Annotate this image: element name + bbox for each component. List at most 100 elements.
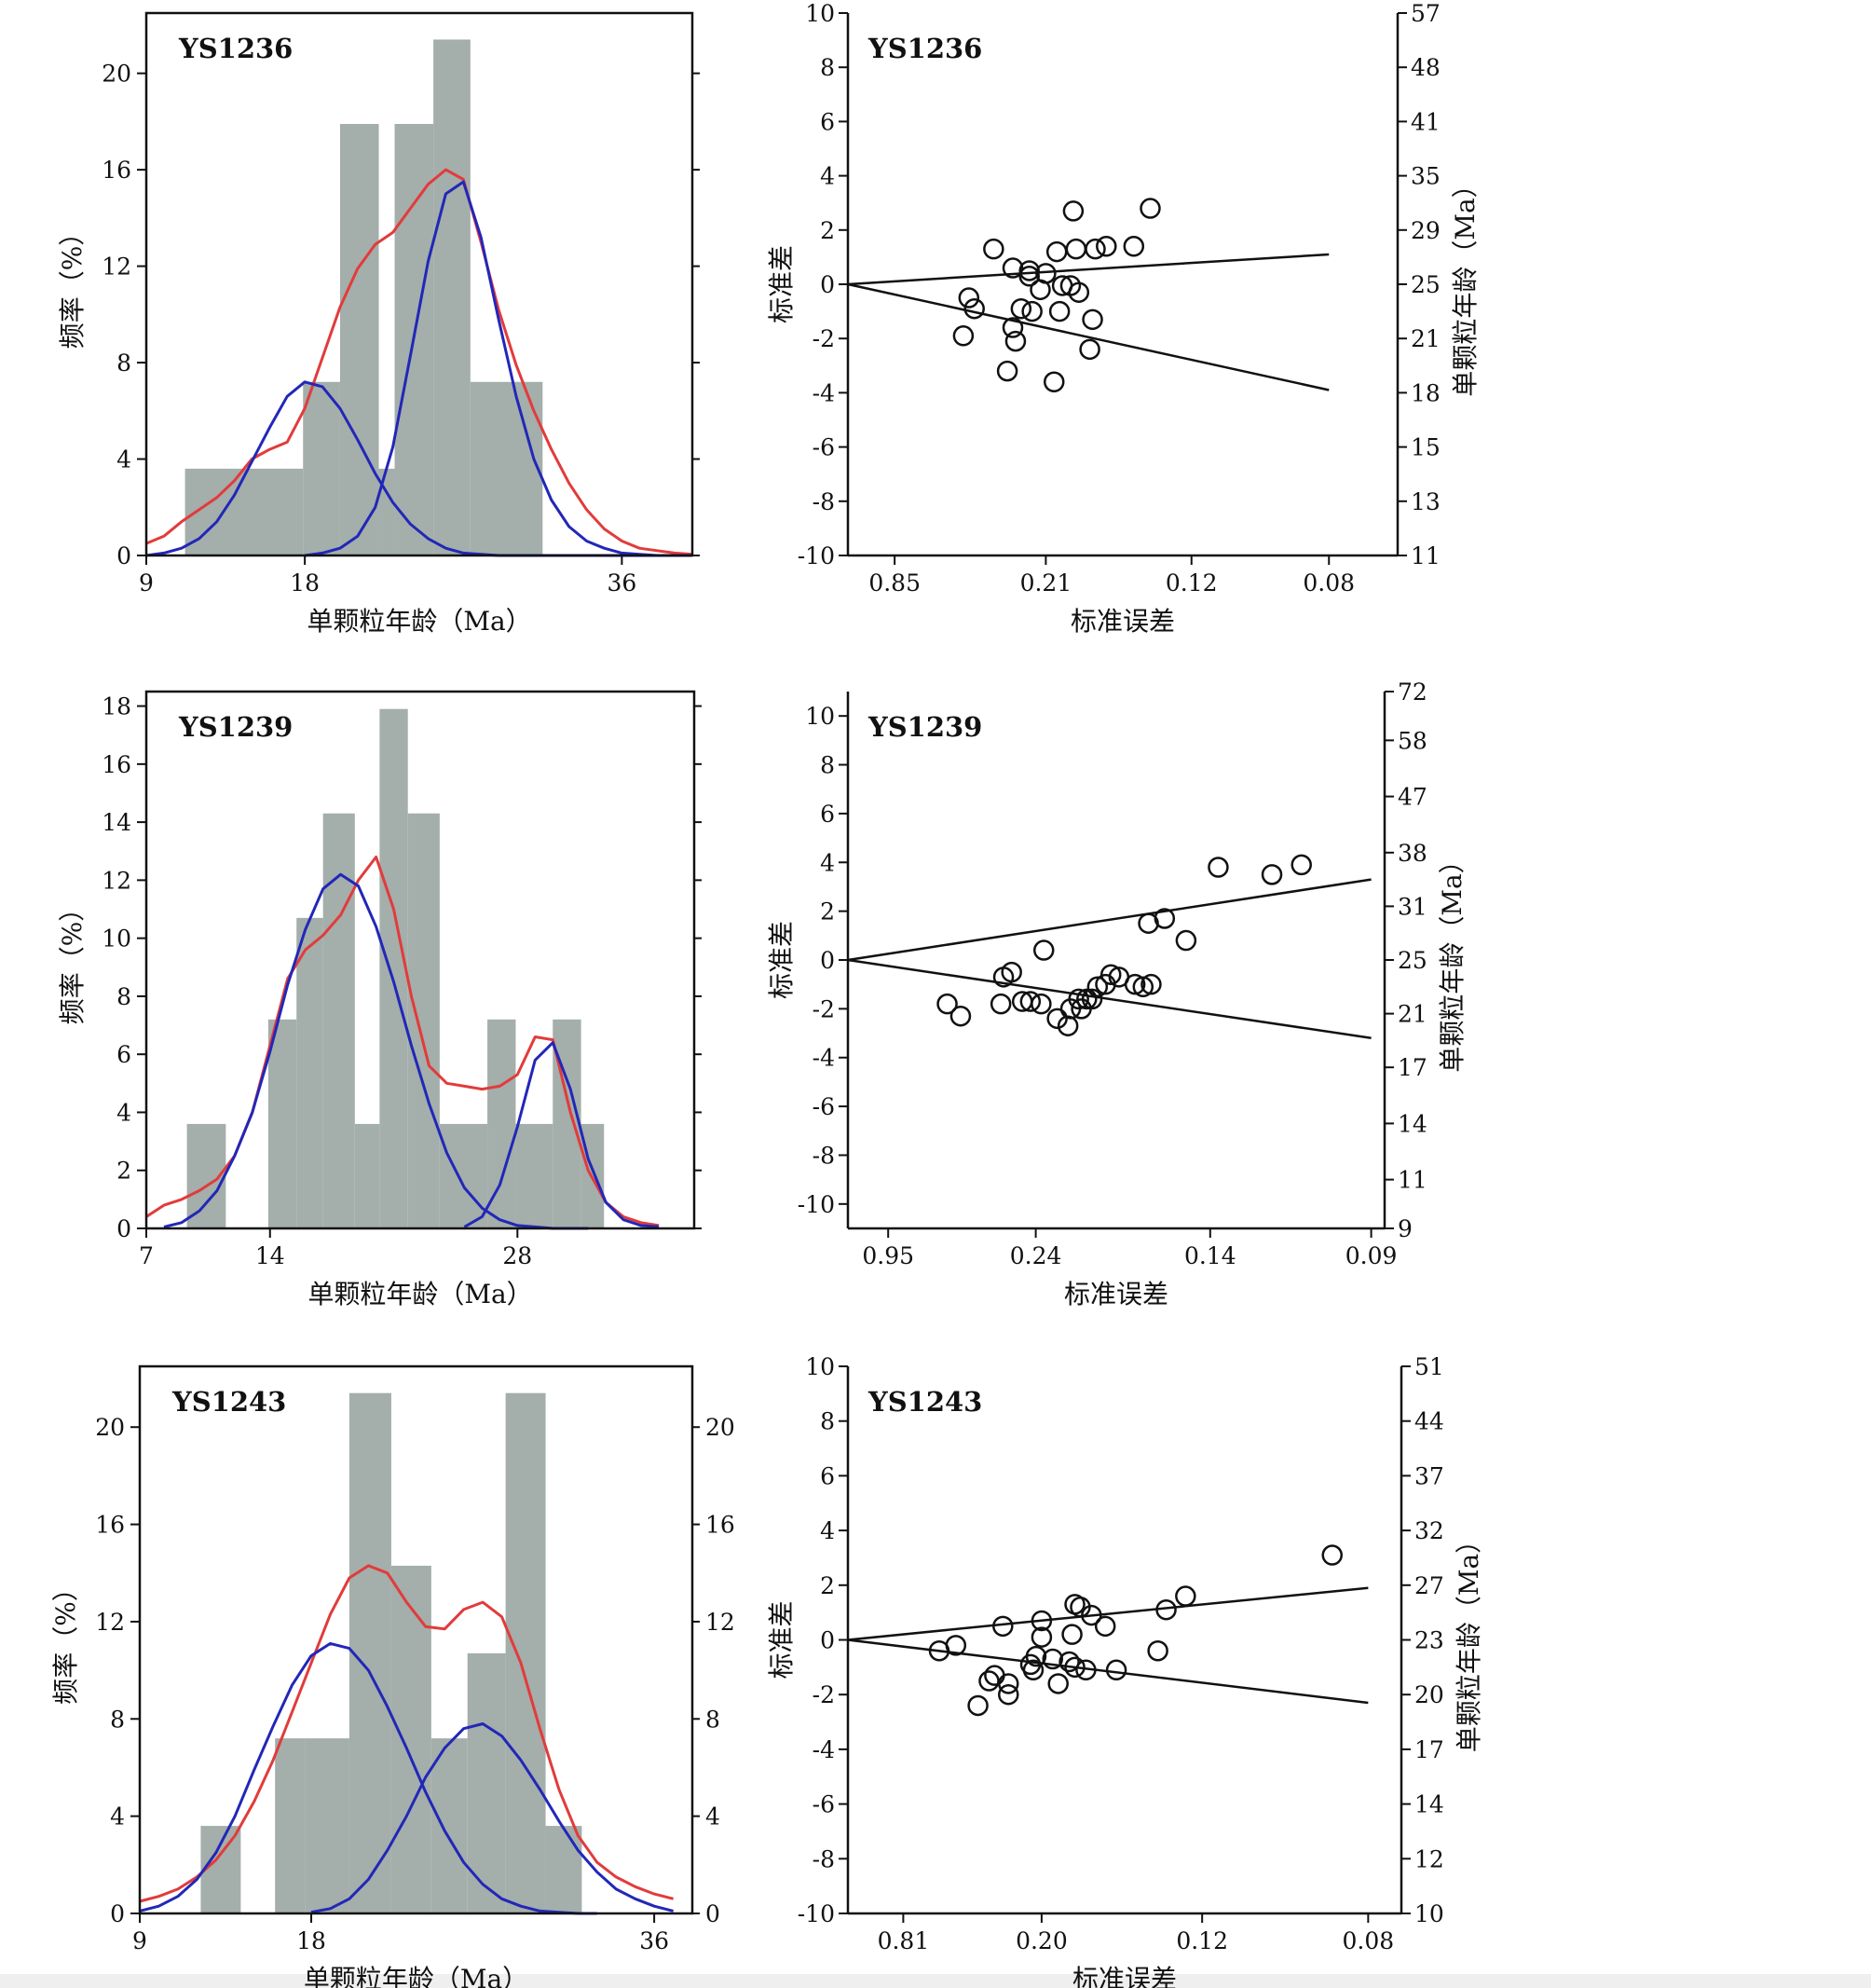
x-tick-label: 7 (139, 1242, 154, 1269)
age-tick-label: 31 (1398, 893, 1427, 920)
data-point-7 (1019, 991, 1042, 1012)
age-tick-label: 15 (1411, 434, 1441, 461)
y-tick-label: -6 (813, 1093, 835, 1120)
y-tick-label: 4 (116, 446, 131, 473)
y-tick-label: -2 (813, 995, 835, 1022)
y-tick-label: 4 (110, 1803, 125, 1830)
x-tick-label: 0.09 (1345, 1242, 1398, 1269)
y-tick-label: -8 (813, 1845, 835, 1872)
data-point-15 (1047, 1673, 1069, 1694)
histogram-bar-3 (296, 917, 323, 1228)
y-tick-label: 20 (102, 61, 131, 88)
y-tick-label: 2 (116, 1158, 131, 1185)
panel-title: YS1236 (867, 33, 982, 64)
y-tick-label: 8 (820, 1408, 835, 1435)
data-point-14 (1035, 263, 1057, 284)
y-tick-label: 2 (820, 217, 835, 244)
radial-plot-panel-ys1243: -10 -8 -6 -4 -2 0 2 4 6 8 10 10 12 14 17 20 23 27 32 37 44 51… (766, 1353, 1484, 1988)
mixture-curve (145, 168, 693, 556)
data-point-22 (1068, 281, 1090, 303)
component-curve-1 (139, 1641, 597, 1915)
age-tick-label: 23 (1414, 1627, 1444, 1654)
age-tick-label: 21 (1411, 325, 1441, 352)
age-tick-label: 17 (1414, 1736, 1444, 1763)
data-point-19 (1064, 1656, 1086, 1679)
age-tick-label: 17 (1398, 1054, 1427, 1081)
mixture-curve (139, 1564, 674, 1903)
data-point-3 (967, 1694, 989, 1717)
right-tick-label: 8 (705, 1706, 720, 1733)
radial-plot-panel-ys1239: -10 -8 -6 -4 -2 0 2 4 6 8 10 9 11 14 17 21 25 31 38 47 58 72 0… (766, 679, 1468, 1309)
x-tick-label: 36 (607, 569, 636, 596)
y-axis-label: 频率（%） (57, 896, 88, 1025)
histogram-bar-3 (339, 123, 379, 555)
age-tick-label: 21 (1398, 1001, 1427, 1028)
x-tick-label: 0.12 (1176, 1927, 1228, 1954)
age-tick-label: 57 (1411, 0, 1441, 27)
data-point-20 (1062, 200, 1085, 222)
x-tick-label: 0.08 (1343, 1927, 1395, 1954)
panel-title: YS1243 (867, 1386, 982, 1418)
data-point-10 (1022, 1659, 1045, 1681)
y-axis-label: 标准差 (766, 1600, 797, 1679)
age-tick-label: 11 (1411, 542, 1441, 569)
data-point-25 (1154, 908, 1176, 929)
x-tick-label: 0.12 (1166, 569, 1218, 596)
data-point-8 (998, 1683, 1019, 1706)
age-tick-label: 18 (1411, 379, 1441, 406)
data-point-28 (1140, 198, 1161, 219)
x-tick-label: 28 (502, 1242, 532, 1269)
confidence-line-1 (847, 1586, 1369, 1641)
data-point-3 (963, 297, 985, 320)
y-tick-label: 8 (116, 350, 131, 377)
data-point-8 (1004, 330, 1027, 352)
y-axis-label: 频率（%） (57, 220, 88, 350)
histogram-bar-5 (354, 1123, 380, 1228)
y-tick-label: 0 (820, 947, 835, 974)
x-axis-label: 单颗粒年龄（Ma） (307, 606, 531, 637)
y-tick-label: 18 (102, 693, 131, 720)
histogram-panel-ys1236: 0 4 8 12 16 20 9 18 36 YS1236 单颗粒年龄（Ma） 频率（%） (57, 11, 700, 637)
data-point-28 (1321, 1544, 1343, 1566)
y-tick-label: -10 (798, 1191, 835, 1218)
y-axis-label: 频率（%） (50, 1575, 81, 1705)
x-tick-label: 0.24 (1010, 1242, 1062, 1269)
histogram-bar-7 (407, 813, 440, 1228)
data-point-24 (1140, 973, 1162, 995)
page-bottom-strip (0, 1974, 1871, 1988)
histogram-bar-9 (487, 1019, 516, 1228)
age-tick-label: 13 (1411, 488, 1441, 515)
data-point-14 (1042, 1648, 1064, 1670)
data-point-21 (1124, 973, 1146, 995)
data-point-5 (1001, 961, 1022, 983)
y-tick-label: 8 (820, 54, 835, 81)
age-tick-label: 35 (1411, 163, 1441, 190)
y-tick-label: 0 (116, 542, 131, 569)
y-tick-label: 0 (116, 1215, 131, 1242)
component-curve-1 (163, 872, 589, 1230)
data-point-27 (1123, 236, 1145, 257)
data-point-2 (945, 1635, 967, 1656)
data-point-2 (949, 1005, 972, 1027)
x-tick-label: 0.95 (862, 1242, 914, 1269)
data-point-5 (984, 1665, 1005, 1686)
age-tick-label: 25 (1398, 947, 1427, 974)
panel-title: YS1239 (867, 711, 982, 743)
age-tick-label: 20 (1414, 1681, 1444, 1708)
x-axis-label: 标准误差 (1064, 1279, 1168, 1309)
histogram-bar-1 (200, 1826, 241, 1913)
age-tick-label: 11 (1398, 1167, 1427, 1194)
data-point-4 (983, 238, 1004, 260)
right-axis-label: 单颗粒年龄（Ma） (1437, 847, 1468, 1072)
age-tick-label: 47 (1398, 784, 1427, 811)
y-tick-label: 6 (116, 1041, 131, 1068)
histogram-bar-2 (303, 381, 340, 555)
data-point-6 (992, 1615, 1014, 1638)
y-tick-label: -4 (813, 379, 835, 406)
y-tick-label: 10 (805, 1353, 835, 1380)
x-tick-label: 14 (255, 1242, 285, 1269)
data-point-13 (1031, 1626, 1053, 1648)
y-tick-label: 4 (820, 163, 835, 190)
age-tick-label: 72 (1398, 679, 1427, 706)
component-curve-2 (310, 1722, 674, 1914)
